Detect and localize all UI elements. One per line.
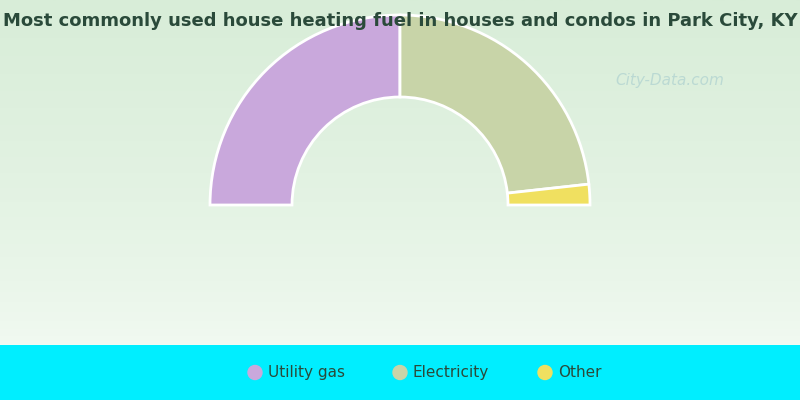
Circle shape [538, 366, 552, 380]
Wedge shape [507, 184, 590, 205]
Text: Other: Other [558, 365, 602, 380]
Circle shape [393, 366, 407, 380]
Text: Utility gas: Utility gas [268, 365, 345, 380]
Circle shape [248, 366, 262, 380]
Bar [0, 345, 800, 400]
Text: City-Data.com: City-Data.com [615, 72, 724, 88]
Text: Most commonly used house heating fuel in houses and condos in Park City, KY: Most commonly used house heating fuel in… [2, 12, 798, 30]
Wedge shape [210, 15, 400, 205]
Wedge shape [400, 15, 589, 193]
Text: Electricity: Electricity [413, 365, 490, 380]
